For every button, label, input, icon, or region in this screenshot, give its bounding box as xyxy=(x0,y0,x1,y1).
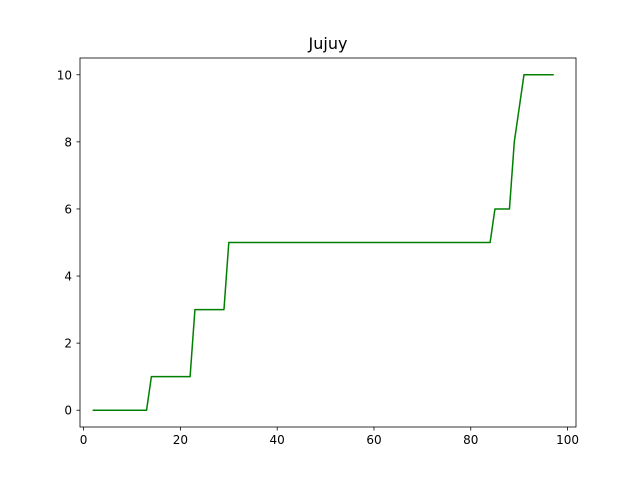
x-tick-label: 60 xyxy=(366,433,381,447)
y-tick-label: 6 xyxy=(64,202,72,216)
x-tick-label: 40 xyxy=(270,433,285,447)
y-tick-label: 10 xyxy=(57,68,72,82)
x-tick-label: 80 xyxy=(463,433,478,447)
axes-frame xyxy=(79,57,577,428)
y-tick-label: 2 xyxy=(64,337,72,351)
x-tick-label: 0 xyxy=(80,433,88,447)
series-line-0 xyxy=(92,74,554,411)
x-tick-label: 100 xyxy=(556,433,579,447)
y-tick-label: 0 xyxy=(64,404,72,418)
x-tick-label: 20 xyxy=(173,433,188,447)
y-tick-label: 8 xyxy=(64,135,72,149)
chart-title: Jujuy xyxy=(308,34,348,53)
y-tick-label: 4 xyxy=(64,270,72,284)
